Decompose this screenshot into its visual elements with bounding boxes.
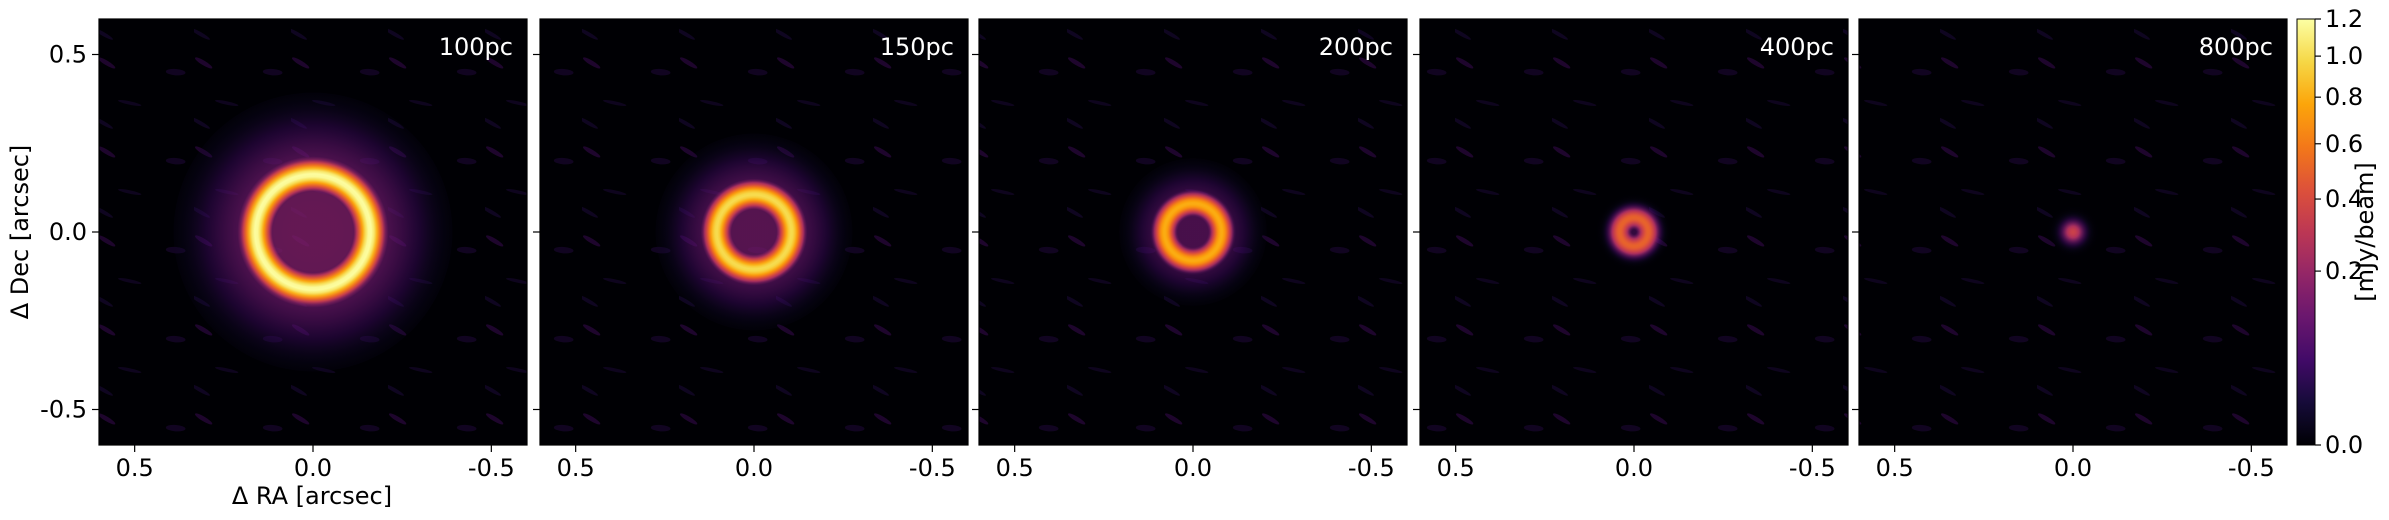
emission: [2032, 191, 2114, 273]
x-tick-label: -0.5: [1348, 454, 1395, 482]
x-tick-label: 0.0: [294, 454, 332, 482]
x-tick-label: -0.5: [2228, 454, 2275, 482]
colorbar-tick-label: 0.4: [2325, 185, 2363, 213]
colorbar-tick-label: 0.2: [2325, 257, 2363, 285]
colorbar-tick-label: 0.8: [2325, 83, 2363, 111]
panel-label: 400pc: [1760, 33, 1834, 61]
x-tick-label: 0.5: [1437, 454, 1475, 482]
panel-150pc: 150pc 0.5 0.0 -0.5: [533, 18, 969, 482]
panel-200pc: 200pc 0.5 0.0 -0.5: [972, 18, 1408, 482]
colorbar: 0.0 0.2 0.4 0.6 0.8 1.0 1.2 [mJy/beam]: [2296, 5, 2379, 459]
colorbar-tick-label: 0.0: [2325, 431, 2363, 459]
x-tick-label: 0.5: [116, 454, 154, 482]
x-axis-label: Δ RA [arcsec]: [232, 482, 392, 510]
colorbar-tick-label: 1.0: [2325, 42, 2363, 70]
y-tick-label: 0.5: [49, 41, 87, 69]
colorbar-tick-label: 1.2: [2325, 5, 2363, 33]
x-tick-label: -0.5: [1789, 454, 1836, 482]
x-tick-label: 0.5: [1876, 454, 1914, 482]
panel-100pc: 100pc 0.5 0.0 -0.5 0.5 0.0 -0.5: [40, 18, 528, 482]
emission: [1119, 158, 1267, 306]
x-tick-label: 0.5: [557, 454, 595, 482]
y-axis-label: Δ Dec [arcsec]: [6, 145, 34, 320]
x-tick-label: 0.0: [735, 454, 773, 482]
panel-800pc: 800pc 0.5 0.0 -0.5: [1852, 18, 2288, 482]
x-tick-label: -0.5: [468, 454, 515, 482]
x-tick-label: 0.5: [996, 454, 1034, 482]
y-tick-label: 0.0: [49, 218, 87, 246]
y-tick-label: -0.5: [40, 396, 87, 424]
panel-label: 200pc: [1319, 33, 1393, 61]
emission: [655, 133, 853, 331]
emission: [1581, 179, 1687, 285]
panels: 100pc 0.5 0.0 -0.5 0.5 0.0 -0.5 150pc 0.5 0.0 -0.5…: [40, 18, 2288, 482]
panel-label: 150pc: [880, 33, 954, 61]
x-tick-label: 0.0: [2054, 454, 2092, 482]
x-tick-label: 0.0: [1615, 454, 1653, 482]
colorbar-scale: [2296, 18, 2316, 446]
panel-400pc: 400pc 0.5 0.0 -0.5: [1413, 18, 1849, 482]
colorbar-tick-label: 0.6: [2325, 130, 2363, 158]
x-tick-label: -0.5: [909, 454, 956, 482]
x-tick-label: 0.0: [1174, 454, 1212, 482]
panel-label: 100pc: [439, 33, 513, 61]
panel-label: 800pc: [2199, 33, 2273, 61]
emission: [173, 92, 453, 372]
colorbar-label: [mJy/beam]: [2351, 162, 2379, 302]
